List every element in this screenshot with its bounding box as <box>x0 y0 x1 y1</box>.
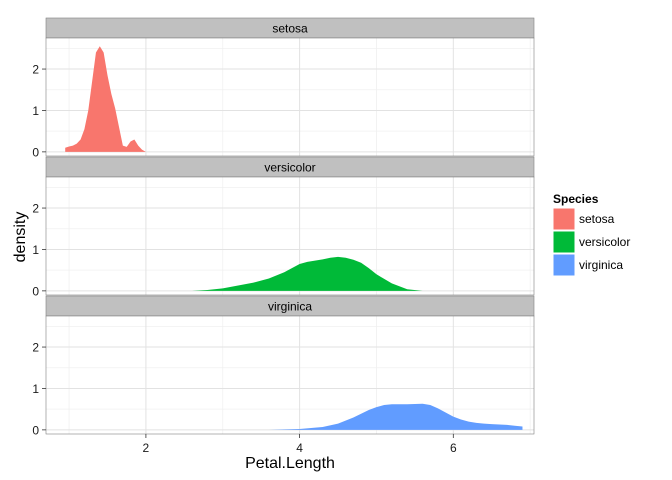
panel-background <box>46 38 534 156</box>
y-tick-label: 1 <box>32 243 39 257</box>
panel-background <box>46 316 534 434</box>
facet-panel-versicolor: versicolor 0 1 2 <box>32 156 535 298</box>
legend-item-versicolor: versicolor <box>552 230 630 254</box>
facet-strip-label: virginica <box>268 300 312 314</box>
density-area-versicolor <box>192 256 423 291</box>
facet-strip-label: setosa <box>272 22 308 36</box>
density-area-virginica <box>268 403 523 430</box>
y-tick-label: 0 <box>32 145 39 159</box>
y-tick-label: 2 <box>32 202 39 216</box>
x-axis: 2 4 6 <box>143 434 457 455</box>
legend: Species setosa versicolor virginica <box>552 192 630 277</box>
legend-label: virginica <box>579 258 623 272</box>
x-tick-label: 4 <box>296 441 303 455</box>
legend-label: setosa <box>579 212 615 226</box>
facet-panel-virginica: virginica 0 1 2 <box>32 295 535 437</box>
legend-swatch <box>552 253 576 277</box>
y-tick-label: 1 <box>32 382 39 396</box>
panel-border <box>45 176 535 296</box>
y-tick-label: 1 <box>32 104 39 118</box>
density-area-setosa <box>65 46 146 152</box>
legend-item-virginica: virginica <box>552 253 623 277</box>
legend-swatch <box>552 230 576 254</box>
y-tick-label: 0 <box>32 284 39 298</box>
y-axis-title: density <box>12 212 29 263</box>
panel-border <box>45 315 535 435</box>
x-axis-title: Petal.Length <box>245 455 335 472</box>
legend-label: versicolor <box>579 235 630 249</box>
x-tick-label: 6 <box>450 441 457 455</box>
y-tick-label: 2 <box>32 63 39 77</box>
legend-item-setosa: setosa <box>552 207 615 231</box>
y-tick-label: 0 <box>32 423 39 437</box>
facet-panels: setosa 0 1 2 versicolor 0 1 2 virginica 0 1 2 <box>32 17 535 437</box>
legend-swatch <box>552 207 576 231</box>
x-tick-label: 2 <box>143 441 150 455</box>
facet-strip-label: versicolor <box>264 161 315 175</box>
facet-panel-setosa: setosa 0 1 2 <box>32 17 535 159</box>
y-tick-label: 2 <box>32 341 39 355</box>
panel-border <box>45 37 535 157</box>
legend-title: Species <box>553 192 599 206</box>
